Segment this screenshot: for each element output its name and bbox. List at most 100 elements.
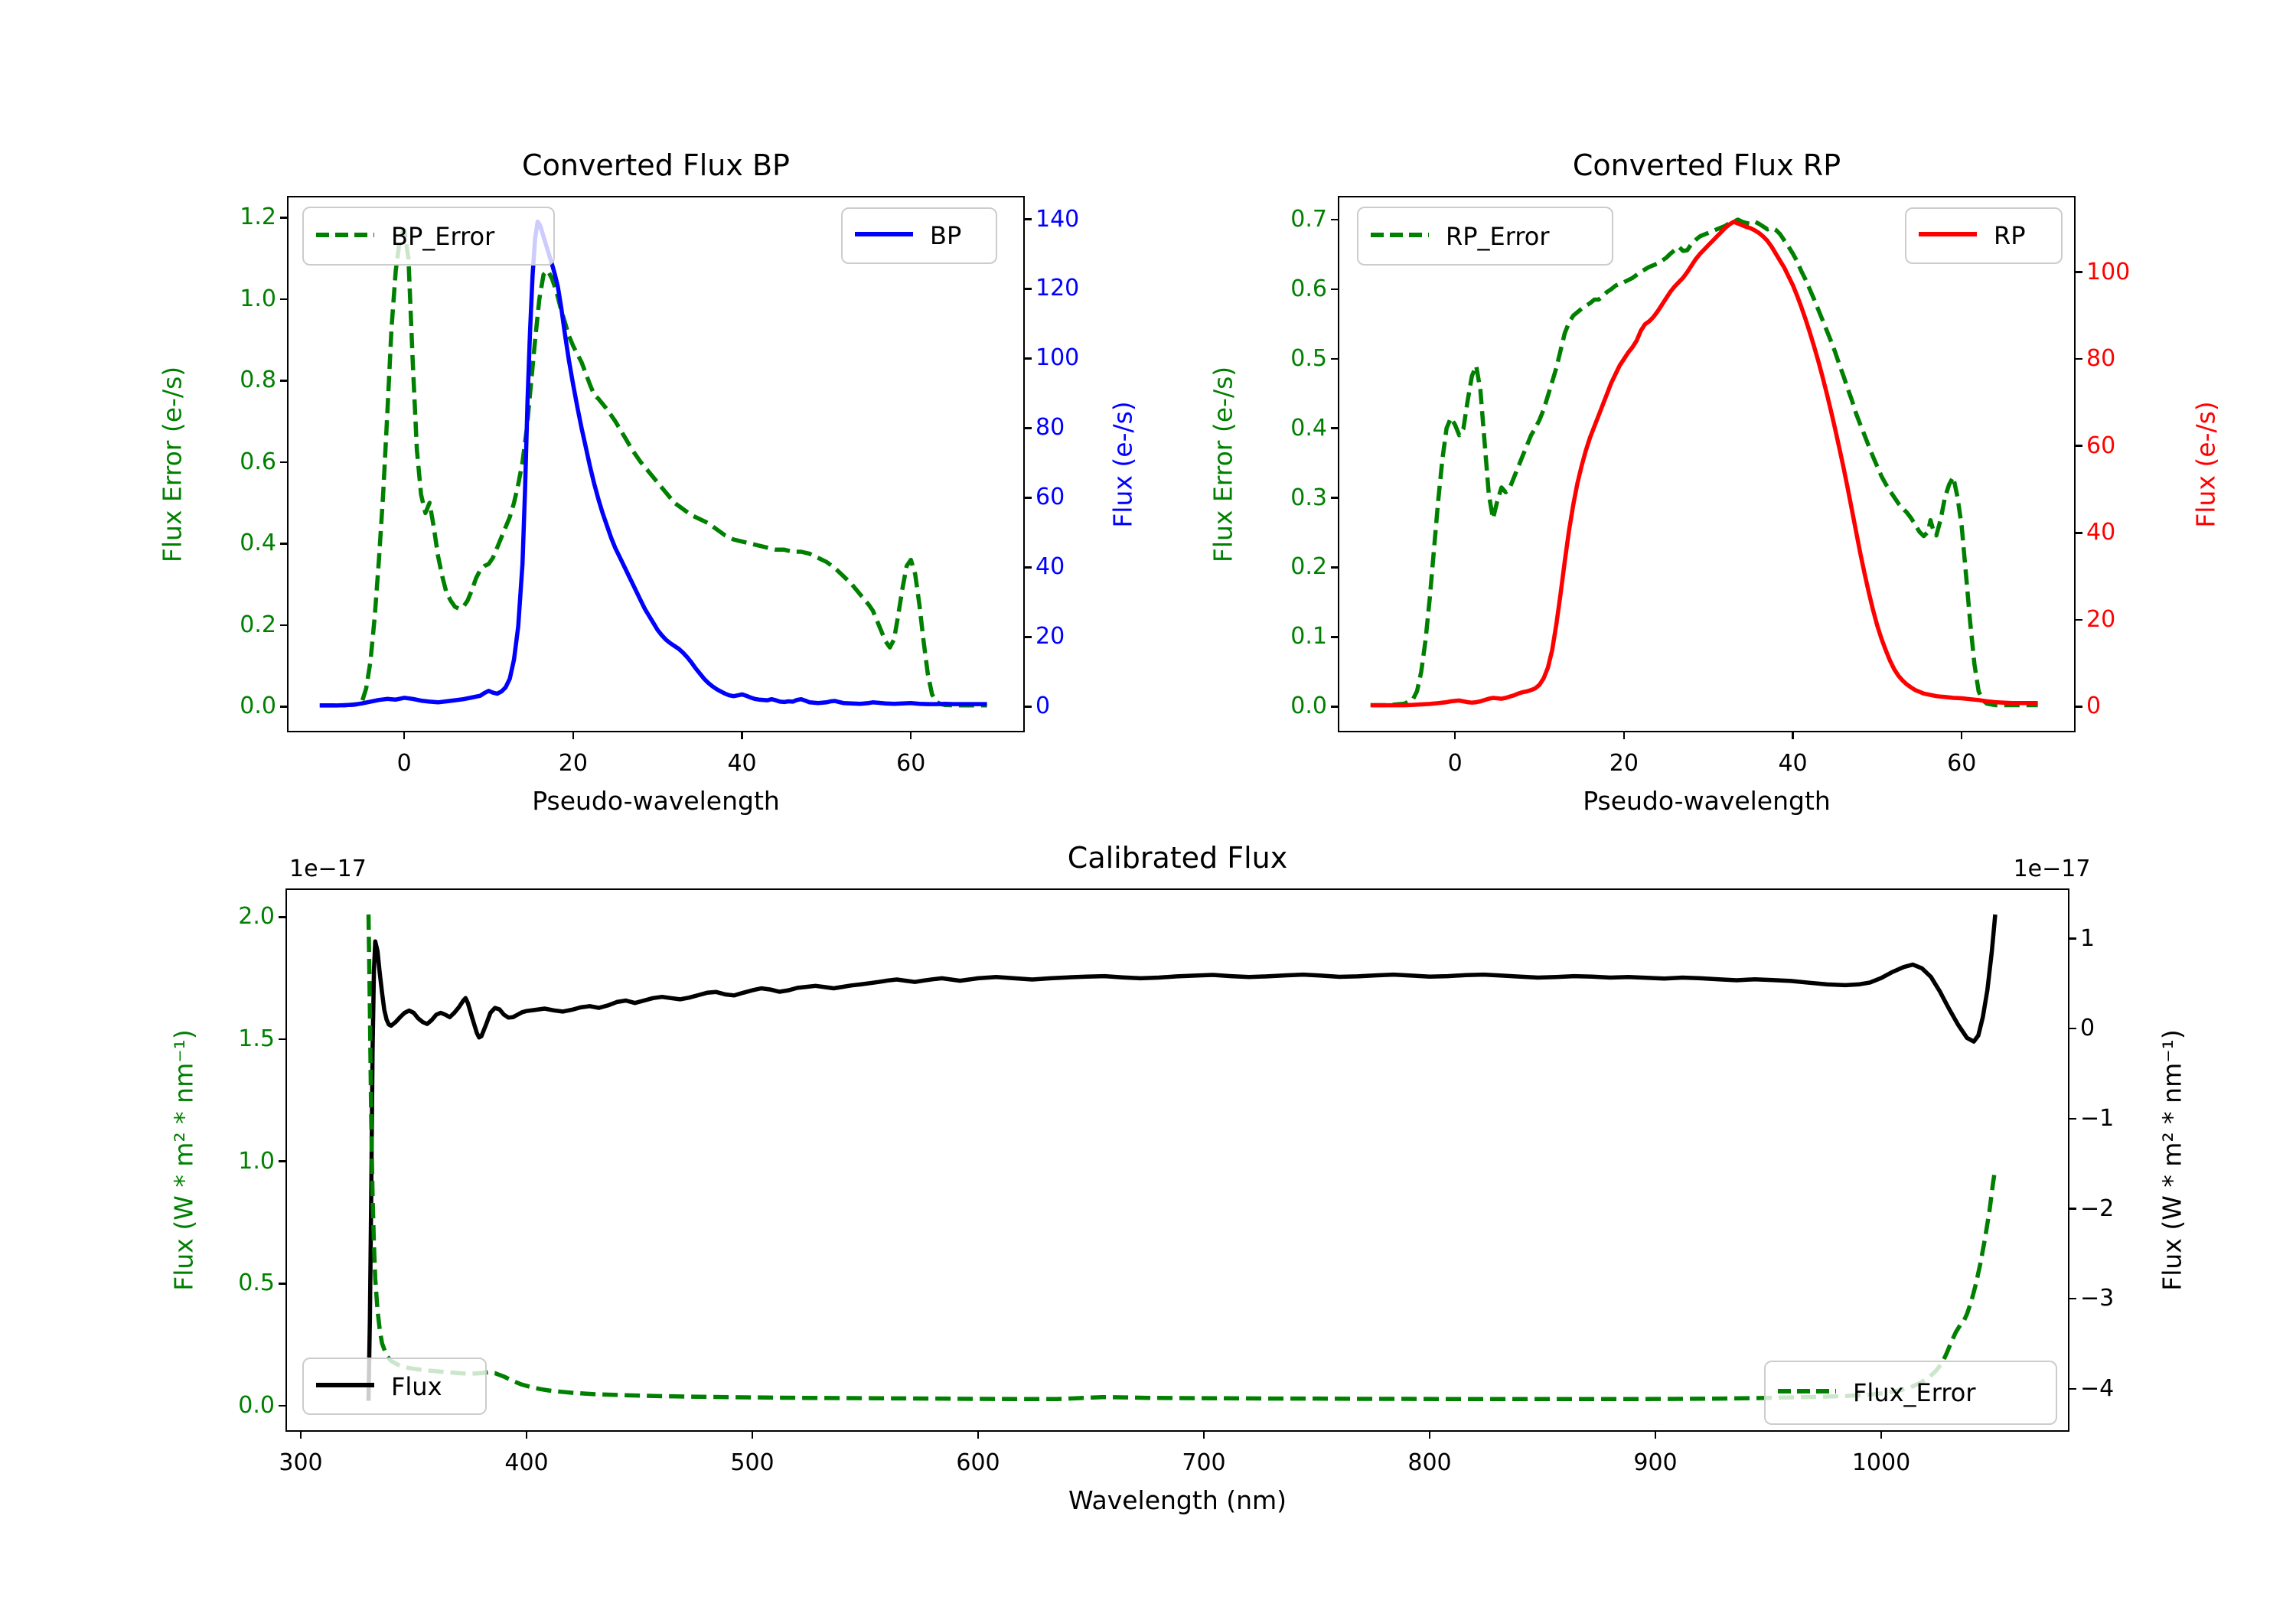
x-tick	[525, 1430, 528, 1439]
calibrated-yaxis-right-label: Flux (W * m² * nm⁻¹)	[2157, 1029, 2187, 1291]
y-left-tick	[1331, 566, 1339, 569]
y-left-tick-label: 0.7	[1290, 205, 1327, 233]
x-tick	[977, 1430, 980, 1439]
plot-area-0	[319, 219, 987, 708]
y-left-tick	[279, 916, 287, 918]
y-right-tick	[2068, 937, 2076, 940]
x-tick	[1623, 731, 1626, 739]
legend-flux: Flux	[302, 1358, 487, 1415]
y-left-tick	[1331, 497, 1339, 499]
y-right-tick-label: 20	[1035, 623, 1065, 650]
x-tick	[403, 731, 406, 739]
y-right-tick-label: 100	[2086, 258, 2131, 285]
y-right-tick-label: 40	[2086, 519, 2116, 546]
x-tick-label: 40	[727, 750, 757, 777]
rp-error-legend-sample	[1369, 227, 1430, 246]
y-left-tick-label: 0.3	[1290, 484, 1327, 511]
legend-label: BP	[930, 221, 962, 250]
y-left-tick	[1331, 706, 1339, 708]
bp-yaxis-right-label: Flux (e-/s)	[1107, 400, 1138, 528]
y-left-tick	[280, 380, 289, 382]
y-right-tick-label: 60	[2086, 432, 2116, 459]
legend-bp: BP	[841, 207, 997, 264]
x-tick-label: 700	[1182, 1449, 1226, 1476]
y-right-tick	[2074, 445, 2082, 447]
y-right-tick	[2074, 357, 2082, 360]
y-right-tick	[2074, 271, 2082, 273]
bp-legend-sample	[853, 227, 915, 245]
y-right-tick	[2068, 1027, 2076, 1030]
x-tick-label: 60	[1947, 750, 1977, 777]
x-tick-label: 20	[558, 750, 588, 777]
plot-area-2	[366, 914, 1998, 1402]
x-tick-label: 300	[279, 1449, 323, 1476]
y-right-tick-label: 120	[1035, 275, 1080, 302]
legend-rp: RP	[1905, 207, 2063, 264]
y-left-tick	[1331, 636, 1339, 638]
x-tick	[1880, 1430, 1883, 1439]
y-left-tick	[280, 706, 289, 708]
y-right-tick-label: 40	[1035, 553, 1065, 581]
y-left-tick	[1331, 357, 1339, 360]
y-left-tick-label: 0.6	[240, 448, 276, 475]
y-left-tick	[280, 543, 289, 545]
x-tick-label: 60	[896, 750, 926, 777]
rp-yaxis-right-label: Flux (e-/s)	[2190, 400, 2221, 528]
y-right-tick	[2074, 706, 2082, 708]
x-tick	[751, 1430, 754, 1439]
legend-flux-error: Flux_Error	[1764, 1361, 2057, 1425]
x-tick	[1654, 1430, 1657, 1439]
legend-label: BP_Error	[391, 221, 495, 251]
bp-error-curve	[319, 227, 987, 708]
x-tick-label: 400	[504, 1449, 549, 1476]
y-right-tick-label: −3	[2080, 1285, 2115, 1312]
y-left-tick-label: 2.0	[238, 903, 275, 931]
left-axis-offset-text: 1e−17	[289, 856, 367, 882]
y-right-tick	[1023, 497, 1032, 499]
y-left-tick-label: 1.2	[240, 204, 276, 231]
x-tick	[1202, 1430, 1205, 1439]
y-left-tick-label: 1.0	[238, 1147, 275, 1175]
y-right-tick	[2068, 1297, 2076, 1300]
legend-line-sample	[855, 232, 913, 236]
y-right-tick	[2068, 1387, 2076, 1390]
y-right-tick-label: −1	[2080, 1104, 2115, 1132]
y-left-tick	[279, 1404, 287, 1407]
y-left-tick-label: 0.5	[238, 1270, 275, 1297]
y-left-tick-label: 0.1	[1290, 623, 1327, 650]
y-left-tick-label: 0.4	[240, 530, 276, 557]
y-left-tick-label: 0.0	[238, 1391, 275, 1419]
y-left-tick	[279, 1160, 287, 1162]
y-left-tick	[1331, 427, 1339, 429]
bp-plot-title: Converted Flux BP	[522, 148, 790, 182]
y-right-tick-label: 0	[1035, 693, 1051, 720]
legend-label: RP_Error	[1446, 221, 1550, 251]
y-right-tick	[1023, 218, 1032, 220]
y-left-tick	[280, 217, 289, 219]
y-right-tick	[2068, 1208, 2076, 1210]
flux-curve	[366, 914, 1998, 1401]
rp-legend-sample	[1917, 227, 1978, 245]
x-tick	[1792, 731, 1794, 739]
y-right-tick-label: 0	[2086, 693, 2102, 720]
rp-curve	[1370, 220, 2038, 708]
x-tick	[741, 731, 743, 739]
y-left-tick-label: 0.2	[240, 611, 276, 638]
y-left-tick-label: 0.4	[1290, 414, 1327, 442]
y-left-tick	[280, 624, 289, 627]
calibrated-plot-title: Calibrated Flux	[1067, 841, 1288, 875]
y-left-tick	[1331, 218, 1339, 221]
y-right-tick-label: −4	[2080, 1374, 2115, 1402]
x-tick-label: 40	[1778, 750, 1808, 777]
plot-area-1	[1370, 217, 2038, 708]
x-tick-label: 0	[1447, 750, 1463, 777]
y-left-tick-label: 1.0	[240, 285, 276, 312]
y-left-tick-label: 0.5	[1290, 344, 1327, 372]
x-tick-label: 0	[396, 750, 412, 777]
y-right-tick	[1023, 288, 1032, 290]
x-tick	[299, 1430, 302, 1439]
y-left-tick	[1331, 288, 1339, 291]
y-left-tick	[279, 1038, 287, 1041]
y-right-tick	[1023, 636, 1032, 638]
